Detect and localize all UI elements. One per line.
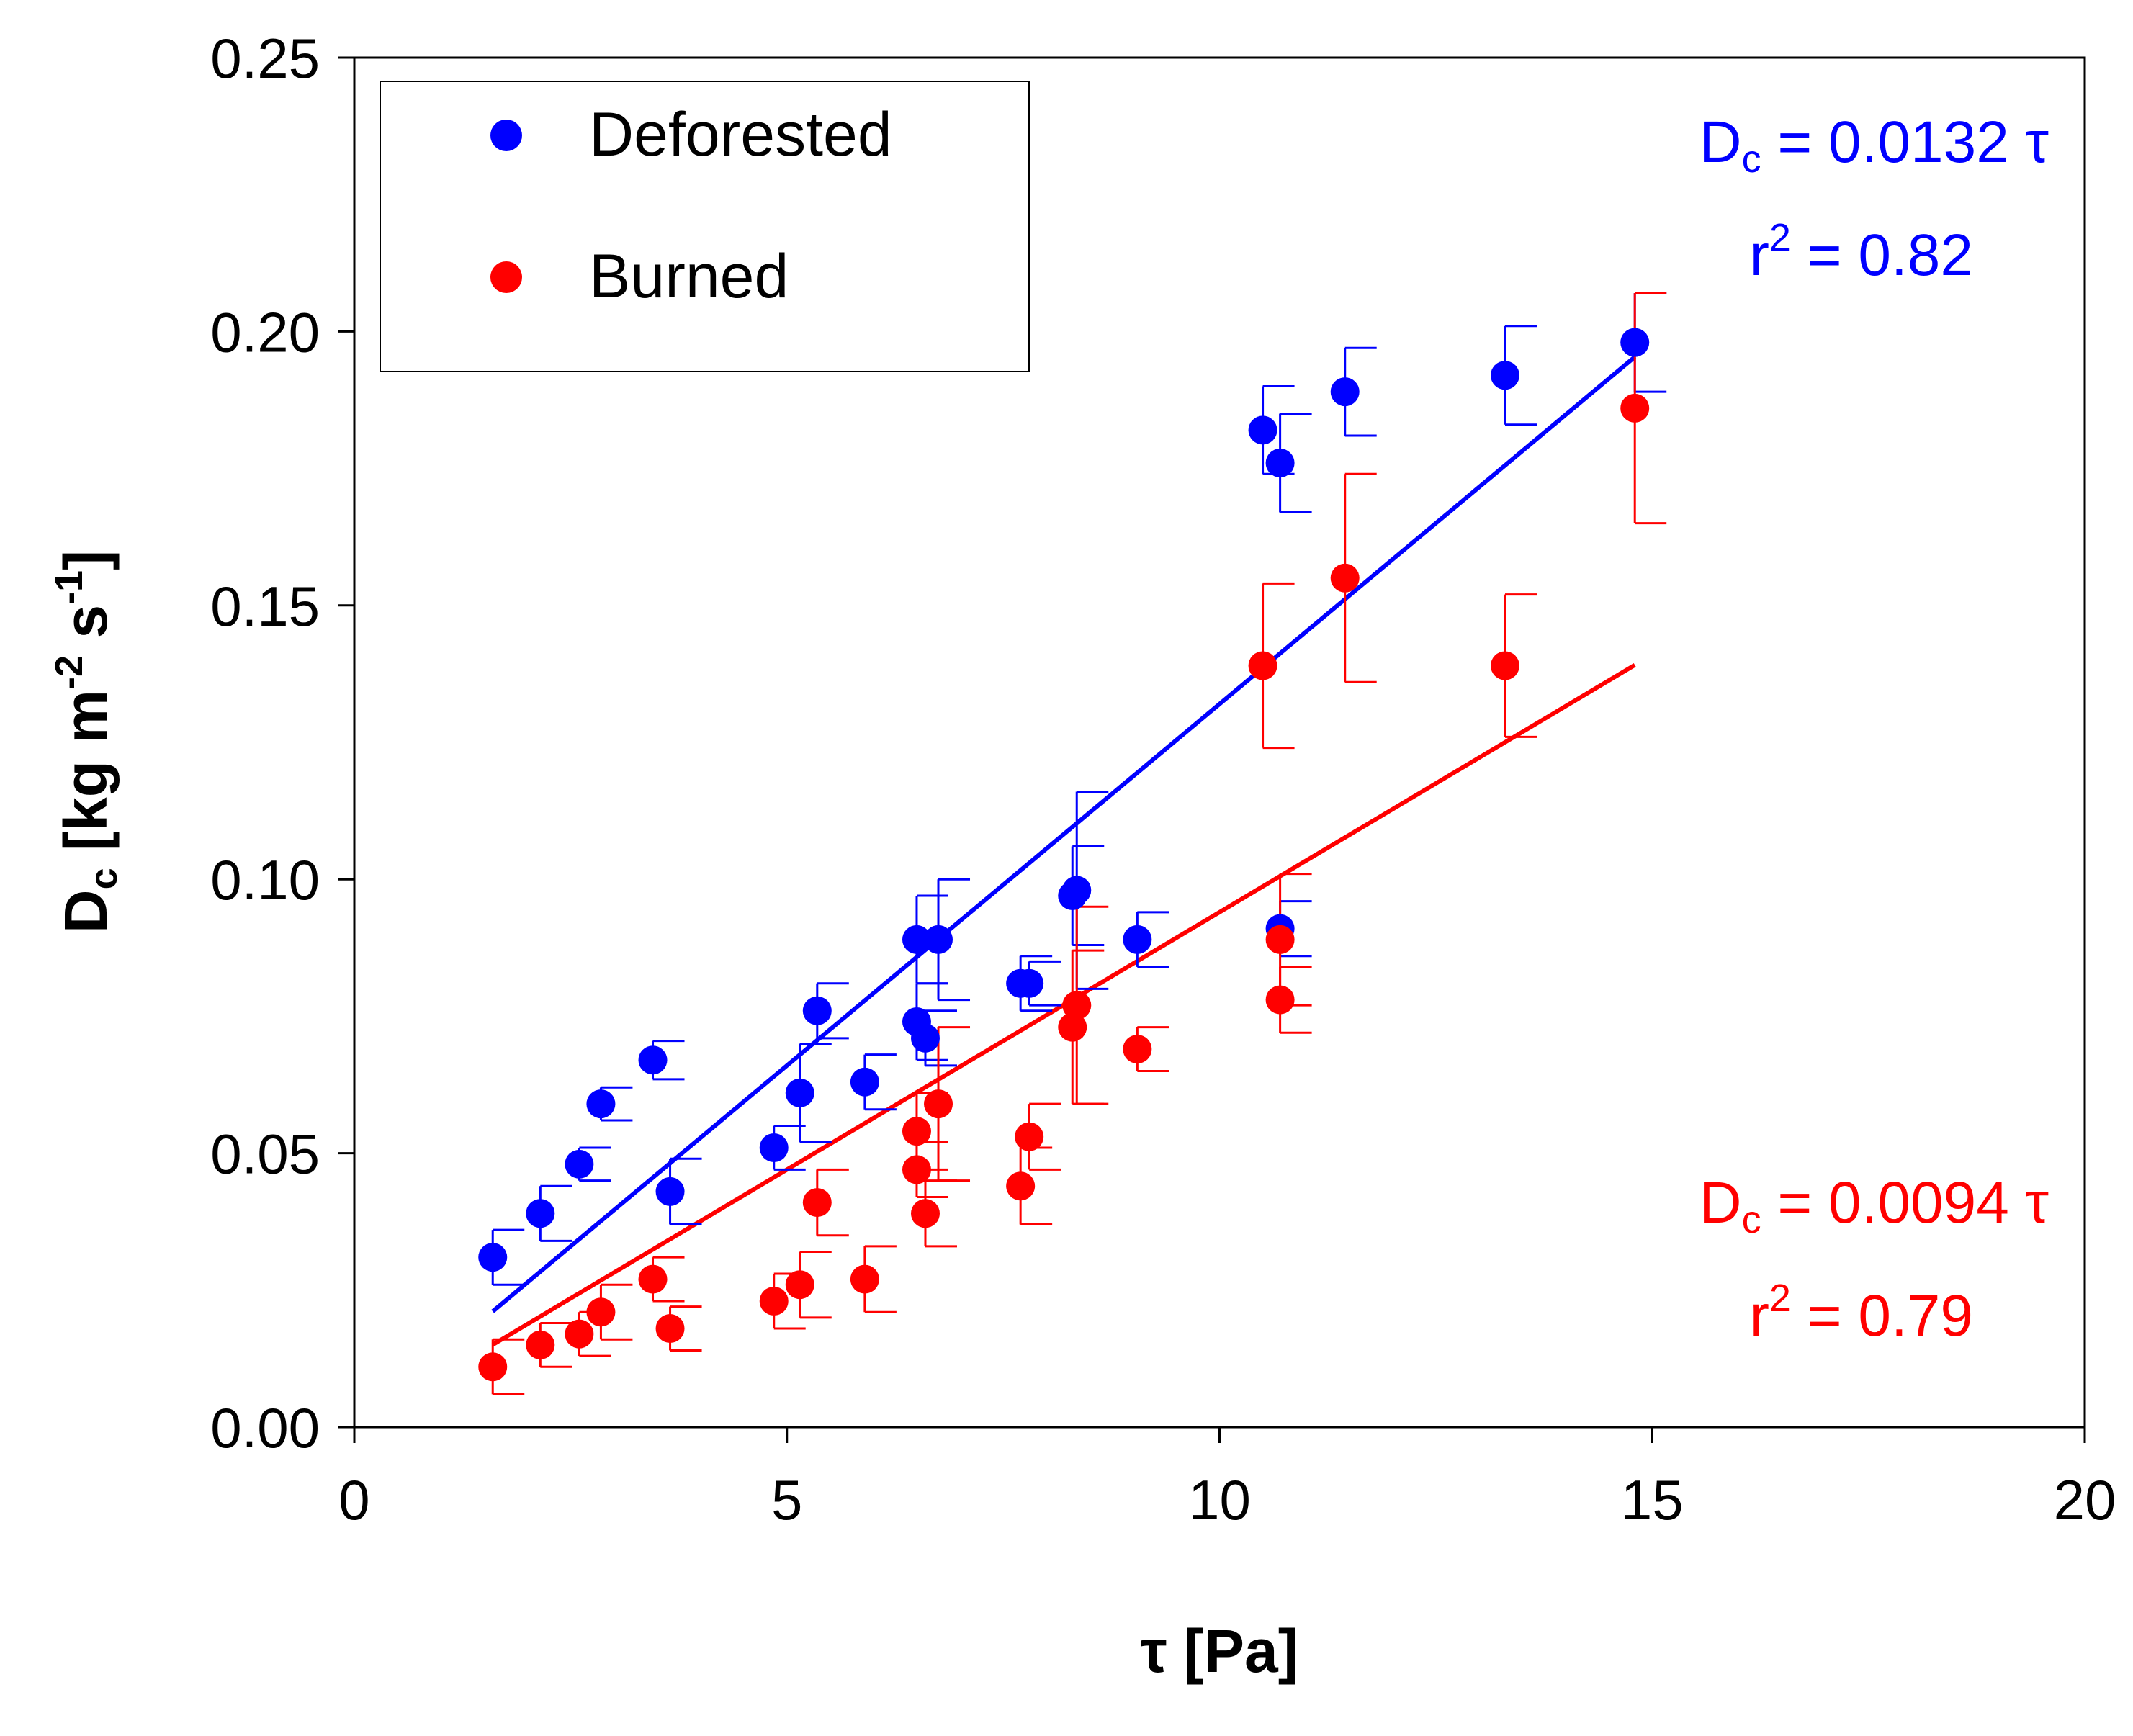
point-deforested-2 — [565, 1149, 594, 1179]
point-burned-22 — [1330, 563, 1360, 593]
annotation-burned: Dc = 0.0094 τ r2 = 0.79 — [1699, 1170, 2049, 1349]
point-burned-10 — [902, 1117, 931, 1146]
legend-label-burned: Burned — [589, 242, 789, 311]
y-tick-label-4: 0.20 — [210, 300, 320, 364]
legend-box — [380, 81, 1030, 372]
annotation-burned-r-rest: = 0.79 — [1791, 1283, 1973, 1349]
point-deforested-3 — [586, 1089, 616, 1119]
point-burned-1 — [526, 1330, 555, 1359]
annotation-deforested-r2: r2 = 0.82 — [1750, 216, 1973, 288]
point-deforested-18 — [1123, 925, 1152, 954]
point-burned-12 — [910, 1199, 940, 1228]
y-tick-label-2: 0.10 — [210, 848, 320, 912]
point-deforested-23 — [1490, 361, 1519, 390]
point-burned-0 — [478, 1352, 508, 1382]
point-deforested-22 — [1330, 377, 1360, 407]
point-burned-9 — [850, 1264, 879, 1294]
point-burned-8 — [802, 1188, 832, 1218]
point-burned-24 — [1620, 393, 1650, 423]
annotation-burned-eq-sub: c — [1742, 1198, 1761, 1241]
point-burned-20 — [1265, 925, 1295, 954]
annotation-deforested-r-sup: 2 — [1769, 216, 1791, 259]
point-burned-5 — [655, 1314, 685, 1344]
y-axis-title-exp-b: -1 — [48, 570, 91, 605]
annotation-burned-r-sup: 2 — [1769, 1277, 1791, 1320]
annotation-burned-r-main: r — [1750, 1283, 1769, 1349]
legend-marker-burned — [490, 261, 522, 293]
point-burned-17 — [1062, 991, 1092, 1020]
y-axis-title-exp-a: -2 — [48, 655, 91, 690]
annotation-deforested-r-rest: = 0.82 — [1791, 222, 1973, 288]
y-tick-label-1: 0.05 — [210, 1123, 320, 1186]
y-axis-title-sub: c — [82, 868, 125, 889]
annotation-burned-r2: r2 = 0.79 — [1750, 1277, 1973, 1349]
point-deforested-4 — [638, 1045, 668, 1075]
y-axis-title-unit-a: [kg m — [52, 690, 120, 868]
point-burned-3 — [586, 1297, 616, 1327]
annotation-deforested-equation: Dc = 0.0132 τ — [1699, 109, 2049, 181]
point-burned-15 — [1015, 1122, 1044, 1151]
y-tick-label-5: 0.25 — [210, 27, 320, 90]
annotation-burned-equation: Dc = 0.0094 τ — [1699, 1170, 2049, 1241]
point-deforested-12 — [910, 1023, 940, 1053]
annotation-deforested-eq-main: D — [1699, 109, 1741, 175]
point-deforested-1 — [526, 1199, 555, 1228]
point-deforested-20 — [1265, 448, 1295, 477]
annotation-deforested-eq-rest: = 0.0132 τ — [1761, 109, 2049, 175]
x-tick-label-3: 15 — [1621, 1468, 1684, 1532]
y-axis-title-unit-c: ] — [52, 550, 120, 570]
x-axis-title: τ [Pa] — [1140, 1617, 1298, 1685]
point-deforested-0 — [478, 1243, 508, 1272]
point-deforested-5 — [655, 1177, 685, 1206]
legend: Deforested Burned — [380, 81, 1030, 372]
point-burned-7 — [785, 1270, 814, 1300]
point-burned-4 — [638, 1264, 668, 1294]
data-points — [478, 328, 1650, 1382]
axes: 0 5 10 15 20 0.00 0.05 0.10 0.15 0.20 0.25 — [210, 27, 2116, 1532]
point-deforested-15 — [1015, 968, 1044, 998]
x-tick-label-0: 0 — [338, 1468, 369, 1532]
point-burned-21 — [1265, 985, 1295, 1015]
point-burned-16 — [1058, 1012, 1087, 1042]
point-burned-14 — [1006, 1171, 1036, 1201]
point-deforested-10 — [902, 925, 931, 954]
point-burned-6 — [759, 1287, 789, 1316]
point-burned-18 — [1123, 1035, 1152, 1064]
annotation-deforested: Dc = 0.0132 τ r2 = 0.82 — [1699, 109, 2049, 288]
point-burned-11 — [902, 1155, 931, 1184]
point-deforested-7 — [785, 1078, 814, 1107]
annotation-burned-eq-rest: = 0.0094 τ — [1761, 1170, 2049, 1236]
point-deforested-24 — [1620, 328, 1650, 357]
legend-marker-deforested — [490, 120, 522, 151]
fit-line-deforested — [491, 355, 1637, 1313]
annotation-deforested-eq-sub: c — [1742, 138, 1761, 181]
point-burned-23 — [1490, 651, 1519, 680]
annotation-burned-eq-main: D — [1699, 1170, 1741, 1236]
point-deforested-6 — [759, 1133, 789, 1162]
x-tick-label-4: 20 — [2054, 1468, 2116, 1532]
y-tick-label-0: 0.00 — [210, 1396, 320, 1460]
point-burned-19 — [1248, 651, 1277, 680]
error-bars — [491, 292, 1667, 1395]
point-burned-2 — [565, 1319, 594, 1349]
x-tick-label-2: 10 — [1188, 1468, 1251, 1532]
point-deforested-9 — [850, 1067, 879, 1097]
point-deforested-17 — [1062, 876, 1092, 905]
point-deforested-8 — [802, 996, 832, 1025]
point-deforested-13 — [924, 925, 953, 954]
y-tick-label-3: 0.15 — [210, 575, 320, 638]
legend-label-deforested: Deforested — [589, 100, 892, 169]
point-burned-13 — [924, 1089, 953, 1119]
point-deforested-19 — [1248, 415, 1277, 445]
y-axis-title-main: D — [52, 889, 120, 933]
y-axis-title-unit-b: s — [52, 605, 120, 655]
x-tick-label-1: 5 — [771, 1468, 802, 1532]
y-axis-title: Dc [kg m-2 s-1] — [48, 550, 125, 933]
annotation-deforested-r-main: r — [1750, 222, 1769, 288]
